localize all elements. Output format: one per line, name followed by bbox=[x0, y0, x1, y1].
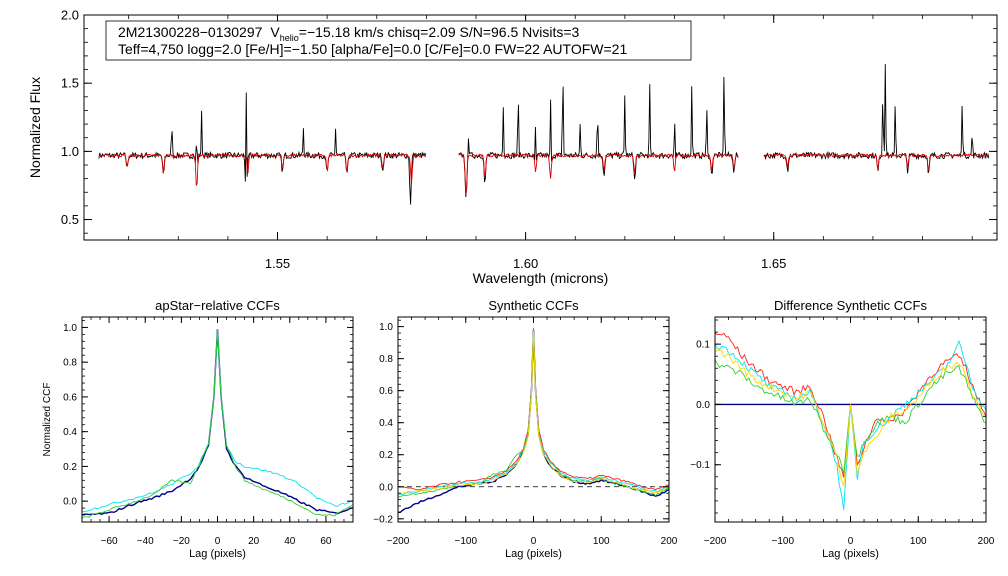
apstar_ccf-xtick-label: −20 bbox=[173, 536, 190, 547]
spectrum-ytick-label: 1.0 bbox=[61, 144, 79, 159]
synthetic_ccf-ytick-label: 0.8 bbox=[379, 354, 393, 365]
star-id: 2M21300228−0130297 bbox=[118, 24, 263, 40]
synthetic_ccf-ytick-label: −0.2 bbox=[373, 514, 393, 525]
apstar_ccf-ytick-label: 1.0 bbox=[63, 323, 77, 334]
spectrum-ylabel: Normalized Flux bbox=[27, 77, 43, 178]
apstar_ccf-combined-line bbox=[82, 329, 353, 516]
difference_ccf-xtick-label: −100 bbox=[771, 536, 794, 547]
observed-spectrum-segment-2 bbox=[458, 77, 739, 198]
annotation-box bbox=[105, 20, 692, 61]
spectrum-xtick-label: 1.65 bbox=[761, 256, 786, 271]
spectrum-xtick-label: 1.55 bbox=[265, 256, 290, 271]
apstar_ccf-ytick-label: 0.0 bbox=[63, 497, 77, 508]
vhelio-label: V bbox=[270, 24, 280, 40]
synthetic_ccf-visit-4-line bbox=[398, 331, 669, 495]
synthetic_ccf-xtick-label: −100 bbox=[454, 536, 477, 547]
difference_ccf-ytick-label: 0.0 bbox=[696, 400, 710, 411]
apstar_ccf-xtick-label: 20 bbox=[248, 536, 260, 547]
difference_ccf-visit-3-line bbox=[715, 359, 986, 474]
difference_ccf-ytick-label: 0.1 bbox=[696, 340, 710, 351]
apstar_ccf-ytick-label: 0.8 bbox=[63, 358, 77, 369]
apstar_ccf-xtick-label: −60 bbox=[101, 536, 118, 547]
spectrum-panel: 1.55 1.60 1.65 0.5 1.0 1.5 2.0 Wavelength (micr… bbox=[27, 8, 998, 286]
synthetic_ccf-xtick-label: −200 bbox=[387, 536, 410, 547]
apstar_ccf-xtick-label: 0 bbox=[215, 536, 221, 547]
apstar_ccf-xlabel: Lag (pixels) bbox=[189, 548, 246, 560]
model-spectrum-segment-2 bbox=[458, 153, 739, 196]
synthetic_ccf-ytick-label: 0.4 bbox=[379, 418, 393, 429]
annotation-stats: =−15.18 km/s chisq=2.09 S/N=96.5 Nvisits… bbox=[299, 24, 580, 40]
synthetic_ccf-title: Synthetic CCFs bbox=[488, 298, 579, 313]
synthetic_ccf-ytick-label: 0.2 bbox=[379, 450, 393, 461]
difference_ccf-xtick-label: 200 bbox=[978, 536, 995, 547]
synthetic_ccf-ytick-label: 0.0 bbox=[379, 482, 393, 493]
spectrum-axes-frame bbox=[83, 14, 998, 241]
difference_ccf-title: Difference Synthetic CCFs bbox=[774, 298, 927, 313]
observed-spectrum-segment-1 bbox=[98, 92, 427, 205]
synthetic_ccf-xtick-label: 100 bbox=[593, 536, 610, 547]
synthetic_ccf-visit-2-line bbox=[398, 329, 669, 496]
apstar_ccf-visit-2-line bbox=[82, 329, 353, 519]
spectrum-ytick-label: 1.5 bbox=[61, 76, 79, 91]
spectrum-annotation: 2M21300228−0130297 Vhelio=−15.18 km/s chi… bbox=[105, 20, 692, 61]
apstar_ccf-ytick-label: 0.4 bbox=[63, 427, 77, 438]
synthetic_ccf-xtick-label: 200 bbox=[661, 536, 678, 547]
apstar_ccf-ytick-label: 0.2 bbox=[63, 462, 77, 473]
synthetic_ccf-ytick-label: 0.6 bbox=[379, 386, 393, 397]
difference_ccf-visit-2-line bbox=[715, 339, 986, 510]
difference_ccf-ytick-label: −0.1 bbox=[690, 460, 710, 471]
synthetic_ccf-xlabel: Lag (pixels) bbox=[505, 548, 562, 560]
difference_ccf-visit-4-line bbox=[715, 349, 986, 487]
annotation-line-2: Teff=4,750 logg=2.0 [Fe/H]=−1.50 [alpha/… bbox=[118, 41, 627, 57]
difference_ccf-xtick-label: 100 bbox=[910, 536, 927, 547]
apstar_ccf-axes-frame bbox=[81, 316, 354, 523]
synthetic_ccf-visit-3-line bbox=[398, 329, 669, 498]
synthetic_ccf-ytick-label: 1.0 bbox=[379, 322, 393, 333]
synthetic_ccf-visit-1-line bbox=[398, 328, 669, 491]
apstar_ccf-visit-1-line bbox=[82, 330, 353, 513]
difference-ccf-panel: −200 −100 0 100 200 −0.1 0.0 0.1 Difference Synt… bbox=[690, 298, 995, 560]
synthetic_ccf-xtick-label: 0 bbox=[531, 536, 537, 547]
apstar_ccf-title: apStar−relative CCFs bbox=[155, 298, 280, 313]
apstar_ccf-xtick-label: 40 bbox=[284, 536, 296, 547]
apstar_ccf-ylabel: Normalized CCF bbox=[42, 383, 53, 457]
difference_ccf-xtick-label: −200 bbox=[704, 536, 727, 547]
model-spectrum-segment-3 bbox=[763, 153, 989, 171]
apstar-ccf-panel: −60 −40 −20 0 20 40 60 0.0 0.2 0.4 0.6 0.8 1.0 apStar… bbox=[42, 298, 354, 560]
synthetic-ccf-panel: −200 −100 0 100 200 −0.2 0.0 0.2 0.4 0.6 0.8 1.0 Syn… bbox=[373, 298, 678, 560]
annotation-line-1: 2M21300228−0130297 Vhelio=−15.18 km/s chi… bbox=[118, 24, 580, 43]
apstar_ccf-ytick-label: 0.6 bbox=[63, 392, 77, 403]
spectrum-ytick-label: 0.5 bbox=[61, 212, 79, 227]
difference_ccf-xlabel: Lag (pixels) bbox=[822, 548, 879, 560]
apstar_ccf-xtick-label: −40 bbox=[137, 536, 154, 547]
difference_ccf-axes-frame bbox=[714, 316, 987, 523]
spectrum-xtick-label: 1.60 bbox=[513, 256, 538, 271]
spectrum-xlabel: Wavelength (microns) bbox=[473, 270, 609, 286]
model-spectrum-segment-1 bbox=[98, 152, 427, 186]
difference_ccf-xtick-label: 0 bbox=[848, 536, 854, 547]
spectrum-ytick-label: 2.0 bbox=[61, 8, 79, 23]
vhelio-subscript: helio bbox=[280, 33, 299, 43]
apstar_ccf-xtick-label: 60 bbox=[320, 536, 332, 547]
